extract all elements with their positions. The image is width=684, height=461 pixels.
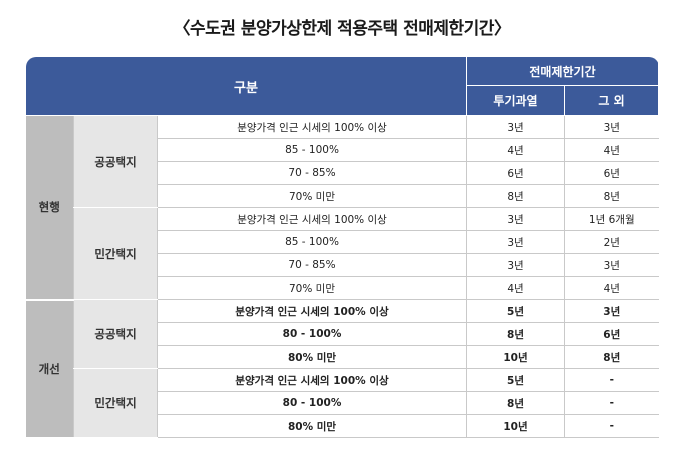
table-row: 70 - 85% 3년 3년 xyxy=(26,253,659,277)
others-cell: - xyxy=(564,368,659,392)
table-row: 85 - 100% 3년 2년 xyxy=(26,230,659,254)
resale-restriction-table: 구분 전매제한기간 투기과열 그 외 현행 공공택지 분양가격 인근 시세의 1… xyxy=(24,56,660,439)
others-cell: 6년 xyxy=(564,161,659,185)
header-period: 전매제한기간 xyxy=(466,56,660,86)
condition-cell: 80% 미만 xyxy=(156,345,467,369)
table-title: 〈수도권 분양가상한제 적용주택 전매제한기간〉 xyxy=(173,19,511,39)
overheated-cell: 5년 xyxy=(466,299,565,323)
table-row: 80 - 100% 8년 - xyxy=(26,391,659,415)
header-category: 구분 xyxy=(24,56,468,116)
others-cell: 8년 xyxy=(564,184,659,208)
subgroup-public: 공공택지 xyxy=(73,115,158,208)
overheated-cell: 10년 xyxy=(466,414,565,438)
condition-cell: 70 - 85% xyxy=(156,161,467,185)
overheated-cell: 8년 xyxy=(466,184,565,208)
table-row: 70 - 85% 6년 6년 xyxy=(26,161,659,185)
others-cell: 1년 6개월 xyxy=(564,207,659,231)
overheated-cell: 4년 xyxy=(466,276,565,300)
others-cell: 3년 xyxy=(564,299,659,323)
overheated-cell: 3년 xyxy=(466,230,565,254)
condition-cell: 80% 미만 xyxy=(156,414,467,438)
overheated-cell: 10년 xyxy=(466,345,565,369)
condition-cell: 70 - 85% xyxy=(156,253,467,277)
condition-cell: 80 - 100% xyxy=(156,391,467,415)
group-improved: 개선 xyxy=(25,299,74,439)
others-cell: 4년 xyxy=(564,138,659,162)
overheated-cell: 6년 xyxy=(466,161,565,185)
condition-cell: 70% 미만 xyxy=(156,184,467,208)
condition-cell: 분양가격 인근 시세의 100% 이상 xyxy=(156,115,467,139)
table-row: 70% 미만 8년 8년 xyxy=(26,184,659,208)
overheated-cell: 5년 xyxy=(466,368,565,392)
overheated-cell: 3년 xyxy=(466,115,565,139)
header-others: 그 외 xyxy=(564,85,660,116)
condition-cell: 85 - 100% xyxy=(156,138,467,162)
condition-cell: 70% 미만 xyxy=(156,276,467,300)
subgroup-private: 민간택지 xyxy=(73,368,158,438)
table-row: 현행 공공택지 분양가격 인근 시세의 100% 이상 3년 3년 xyxy=(25,115,659,301)
condition-cell: 분양가격 인근 시세의 100% 이상 xyxy=(156,299,467,323)
subgroup-private: 민간택지 xyxy=(73,207,158,300)
others-cell: - xyxy=(564,414,659,438)
others-cell: - xyxy=(564,391,659,415)
others-cell: 3년 xyxy=(564,115,659,139)
overheated-cell: 3년 xyxy=(466,253,565,277)
condition-cell: 분양가격 인근 시세의 100% 이상 xyxy=(156,368,467,392)
others-cell: 8년 xyxy=(564,345,659,369)
others-cell: 2년 xyxy=(564,230,659,254)
others-cell: 4년 xyxy=(564,276,659,300)
others-cell: 3년 xyxy=(564,253,659,277)
table-row: 민간택지 분양가격 인근 시세의 100% 이상 3년 1년 6개월 xyxy=(26,207,659,300)
group-current: 현행 xyxy=(25,115,74,301)
table-row: 개선 공공택지 분양가격 인근 시세의 100% 이상 5년 3년 xyxy=(25,299,659,439)
others-cell: 6년 xyxy=(564,322,659,346)
table-row: 80 - 100% 8년 6년 xyxy=(26,322,659,346)
table-row: 80% 미만 10년 8년 xyxy=(26,345,659,369)
condition-cell: 85 - 100% xyxy=(156,230,467,254)
overheated-cell: 8년 xyxy=(466,322,565,346)
condition-cell: 80 - 100% xyxy=(156,322,467,346)
overheated-cell: 3년 xyxy=(466,207,565,231)
subgroup-public: 공공택지 xyxy=(73,299,158,369)
table-row: 85 - 100% 4년 4년 xyxy=(26,138,659,162)
overheated-cell: 4년 xyxy=(466,138,565,162)
overheated-cell: 8년 xyxy=(466,391,565,415)
table-row: 80% 미만 10년 - xyxy=(26,414,659,438)
condition-cell: 분양가격 인근 시세의 100% 이상 xyxy=(156,207,467,231)
table-row: 70% 미만 4년 4년 xyxy=(26,276,659,300)
table-row: 민간택지 분양가격 인근 시세의 100% 이상 5년 - xyxy=(26,368,659,438)
header-overheated: 투기과열 xyxy=(466,85,566,116)
